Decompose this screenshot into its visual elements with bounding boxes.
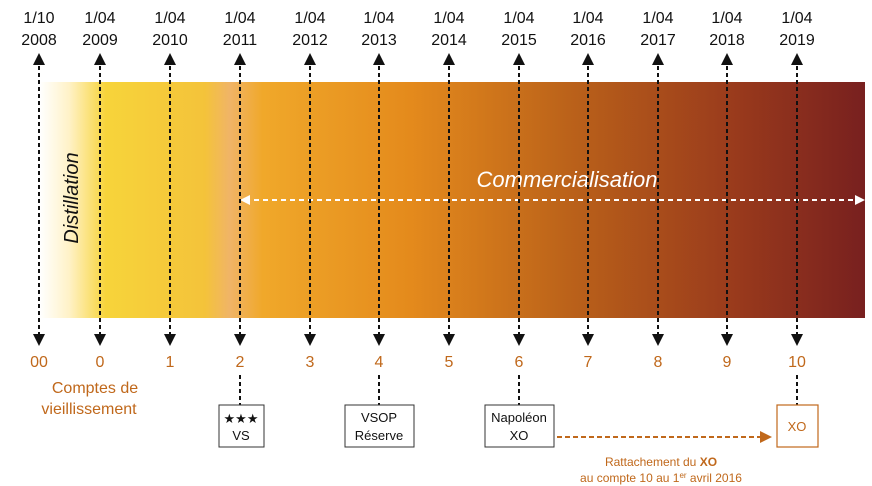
grade-box-napoleon: [484, 404, 555, 448]
grade-xo: XO: [776, 375, 819, 448]
grade-vs: ★★★ VS: [218, 375, 265, 448]
grade-vsop: VSOP Réserve: [344, 375, 415, 448]
grade-vsop-line2: Réserve: [355, 428, 403, 443]
xo-note-line1: Rattachement du XO: [605, 455, 717, 469]
grade-vs-name: VS: [232, 428, 250, 443]
date-year-label: 2012: [292, 32, 328, 49]
date-day-label: 1/04: [363, 10, 394, 27]
counts-label-line1: Comptes de: [52, 380, 138, 397]
aging-count-label: 00: [30, 354, 48, 371]
timeline-columns: 1/10 2008 00 1/04 2009 0 1/04 2010 1 1/04 2011 2 1/0…: [21, 10, 815, 371]
grade-vsop-line1: VSOP: [361, 410, 397, 425]
date-day-label: 1/04: [224, 10, 255, 27]
date-day-label: 1/04: [84, 10, 115, 27]
grade-napoleon-line2: XO: [510, 428, 529, 443]
aging-count-label: 4: [375, 354, 384, 371]
aging-count-label: 1: [166, 354, 175, 371]
date-year-label: 2014: [431, 32, 467, 49]
date-year-label: 2016: [570, 32, 606, 49]
aging-count-label: 2: [236, 354, 245, 371]
date-year-label: 2009: [82, 32, 118, 49]
date-day-label: 1/04: [572, 10, 603, 27]
grade-box-vsop: [344, 404, 415, 448]
aging-count-label: 0: [96, 354, 105, 371]
grade-box-vs: [218, 404, 265, 448]
distillation-label: Distillation: [61, 152, 83, 243]
aging-count-label: 7: [584, 354, 593, 371]
grade-box-xo: [776, 404, 819, 448]
aging-count-label: 8: [654, 354, 663, 371]
date-year-label: 2018: [709, 32, 745, 49]
aging-count-label: 3: [306, 354, 315, 371]
date-day-label: 1/04: [433, 10, 464, 27]
aging-count-label: 9: [723, 354, 732, 371]
commercialisation-label: Commercialisation: [477, 167, 658, 192]
date-day-label: 1/10: [23, 10, 54, 27]
date-year-label: 2010: [152, 32, 188, 49]
grade-xo-label: XO: [788, 419, 807, 434]
date-day-label: 1/04: [781, 10, 812, 27]
counts-label-line2: vieillissement: [41, 401, 137, 418]
grade-vs-stars: ★★★: [224, 411, 259, 426]
xo-note-line2: au compte 10 au 1er avril 2016: [580, 471, 742, 485]
date-day-label: 1/04: [294, 10, 325, 27]
date-day-label: 1/04: [154, 10, 185, 27]
date-year-label: 2008: [21, 32, 57, 49]
grade-napoleon: Napoléon XO: [484, 375, 555, 448]
date-year-label: 2013: [361, 32, 397, 49]
aging-count-label: 6: [515, 354, 524, 371]
aging-count-label: 10: [788, 354, 806, 371]
date-year-label: 2015: [501, 32, 537, 49]
date-year-label: 2011: [223, 32, 258, 49]
grade-napoleon-line1: Napoléon: [491, 410, 547, 425]
date-day-label: 1/04: [711, 10, 742, 27]
date-day-label: 1/04: [642, 10, 673, 27]
date-day-label: 1/04: [503, 10, 534, 27]
aging-count-label: 5: [445, 354, 454, 371]
date-year-label: 2017: [640, 32, 676, 49]
date-year-label: 2019: [779, 32, 815, 49]
